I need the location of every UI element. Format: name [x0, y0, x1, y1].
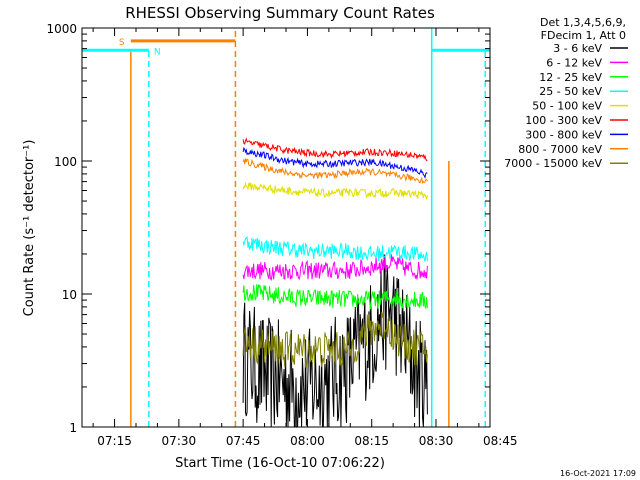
series-5	[242, 181, 428, 200]
x-tick-label: 08:00	[290, 434, 325, 448]
series-line-1	[242, 254, 428, 428]
series-line-9	[242, 311, 428, 369]
y-axis-label: Count Rate (s⁻¹ detector⁻¹)	[22, 140, 37, 317]
legend-header-line: FDecim 1, Att 0	[541, 29, 626, 42]
series-3	[242, 284, 428, 310]
legend-entry-label: 50 - 100 keV	[532, 100, 602, 113]
series-7	[242, 146, 428, 180]
series-line-5	[242, 181, 428, 200]
series-line-8	[242, 158, 428, 185]
y-tick-label: 100	[54, 155, 77, 169]
series-2	[242, 254, 428, 282]
chart-title: RHESSI Observing Summary Count Rates	[125, 4, 435, 22]
series-line-3	[242, 284, 428, 310]
x-tick-label: 08:30	[419, 434, 454, 448]
legend-entry-label: 25 - 50 keV	[539, 85, 602, 98]
legend-entry-label: 100 - 300 keV	[525, 114, 602, 127]
x-tick-label: 07:30	[162, 434, 197, 448]
x-axis-label: Start Time (16-Oct-10 07:06:22)	[175, 456, 385, 471]
series-line-7	[242, 146, 428, 180]
y-tick-label: 10	[62, 288, 77, 302]
series-9	[242, 311, 428, 369]
flag-label-1: S	[119, 38, 125, 48]
series-line-2	[242, 254, 428, 282]
x-tick-label: 07:45	[226, 434, 261, 448]
legend: Det 1,3,4,5,6,9,FDecim 1, Att 03 - 6 keV…	[504, 16, 628, 170]
flag-label-2: N	[154, 47, 161, 57]
legend-entry-label: 7000 - 15000 keV	[504, 157, 602, 170]
x-tick-label: 07:15	[97, 434, 132, 448]
x-tick-label: 08:45	[483, 434, 518, 448]
legend-header-line: Det 1,3,4,5,6,9,	[540, 16, 626, 29]
legend-entry-label: 6 - 12 keV	[546, 56, 602, 69]
legend-entry-label: 300 - 800 keV	[525, 128, 602, 141]
legend-entry-label: 800 - 7000 keV	[518, 143, 602, 156]
series-4	[242, 235, 428, 262]
y-tick-label: 1	[69, 421, 77, 435]
legend-entry-label: 3 - 6 keV	[553, 42, 602, 55]
legend-entry-label: 12 - 25 keV	[539, 71, 602, 84]
series-8	[242, 158, 428, 185]
series-line-4	[242, 235, 428, 262]
series-1	[242, 254, 428, 428]
y-tick-label: 1000	[46, 22, 77, 36]
x-tick-label: 08:15	[354, 434, 389, 448]
axes: 07:15 07:30 07:45 08:00 08:15 08:30 08:45 1 10 10…	[46, 22, 517, 448]
plot-area: SN	[82, 28, 490, 428]
series-6	[242, 137, 428, 162]
timestamp: 16-Oct-2021 17:09	[560, 469, 636, 478]
series-line-6	[242, 137, 428, 162]
